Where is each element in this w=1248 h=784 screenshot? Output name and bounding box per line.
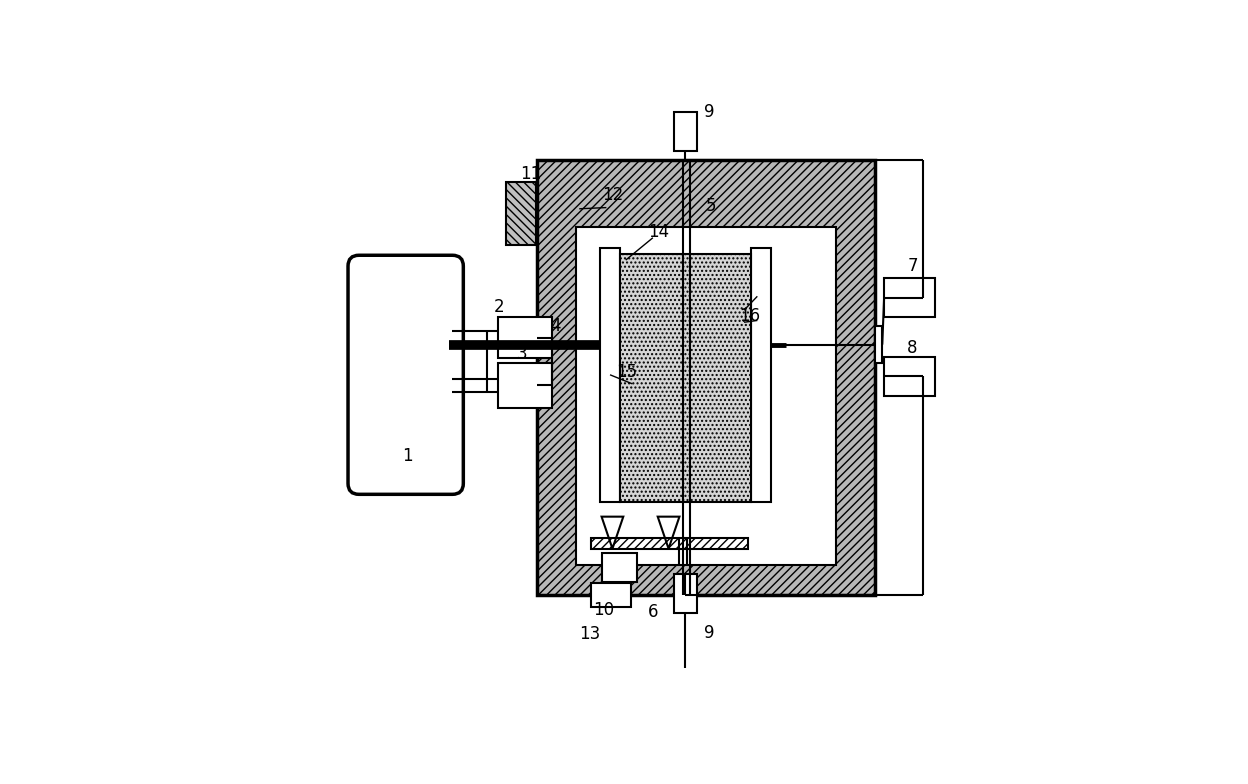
Bar bbox=[603, 553, 638, 582]
Text: 15: 15 bbox=[615, 363, 636, 381]
Text: 2: 2 bbox=[494, 298, 505, 316]
Bar bbox=[751, 248, 770, 502]
Text: 4: 4 bbox=[550, 318, 560, 336]
Text: 6: 6 bbox=[648, 603, 659, 621]
Text: 8: 8 bbox=[907, 339, 917, 357]
Bar bbox=[537, 161, 875, 595]
Bar bbox=[505, 182, 535, 245]
Text: 7: 7 bbox=[907, 257, 917, 275]
Text: 13: 13 bbox=[579, 626, 600, 644]
Text: 9: 9 bbox=[704, 623, 714, 641]
Text: 14: 14 bbox=[649, 223, 669, 241]
Bar bbox=[674, 574, 696, 613]
Bar bbox=[577, 227, 836, 565]
Text: 10: 10 bbox=[593, 601, 614, 619]
Text: 11: 11 bbox=[520, 165, 542, 183]
Text: 1: 1 bbox=[402, 448, 413, 465]
Bar bbox=[875, 326, 882, 363]
Bar bbox=[592, 538, 749, 549]
FancyBboxPatch shape bbox=[348, 256, 463, 495]
Text: 16: 16 bbox=[740, 307, 760, 325]
Bar bbox=[884, 278, 936, 318]
Bar bbox=[592, 583, 630, 608]
Text: 5: 5 bbox=[705, 197, 716, 215]
Bar bbox=[620, 254, 751, 502]
Bar bbox=[498, 318, 552, 358]
Text: 9: 9 bbox=[704, 103, 714, 122]
Bar bbox=[674, 112, 696, 151]
Bar bbox=[600, 248, 620, 502]
Text: 12: 12 bbox=[602, 187, 623, 205]
Text: 3: 3 bbox=[517, 345, 527, 363]
Bar bbox=[884, 357, 936, 396]
Bar bbox=[498, 363, 552, 408]
